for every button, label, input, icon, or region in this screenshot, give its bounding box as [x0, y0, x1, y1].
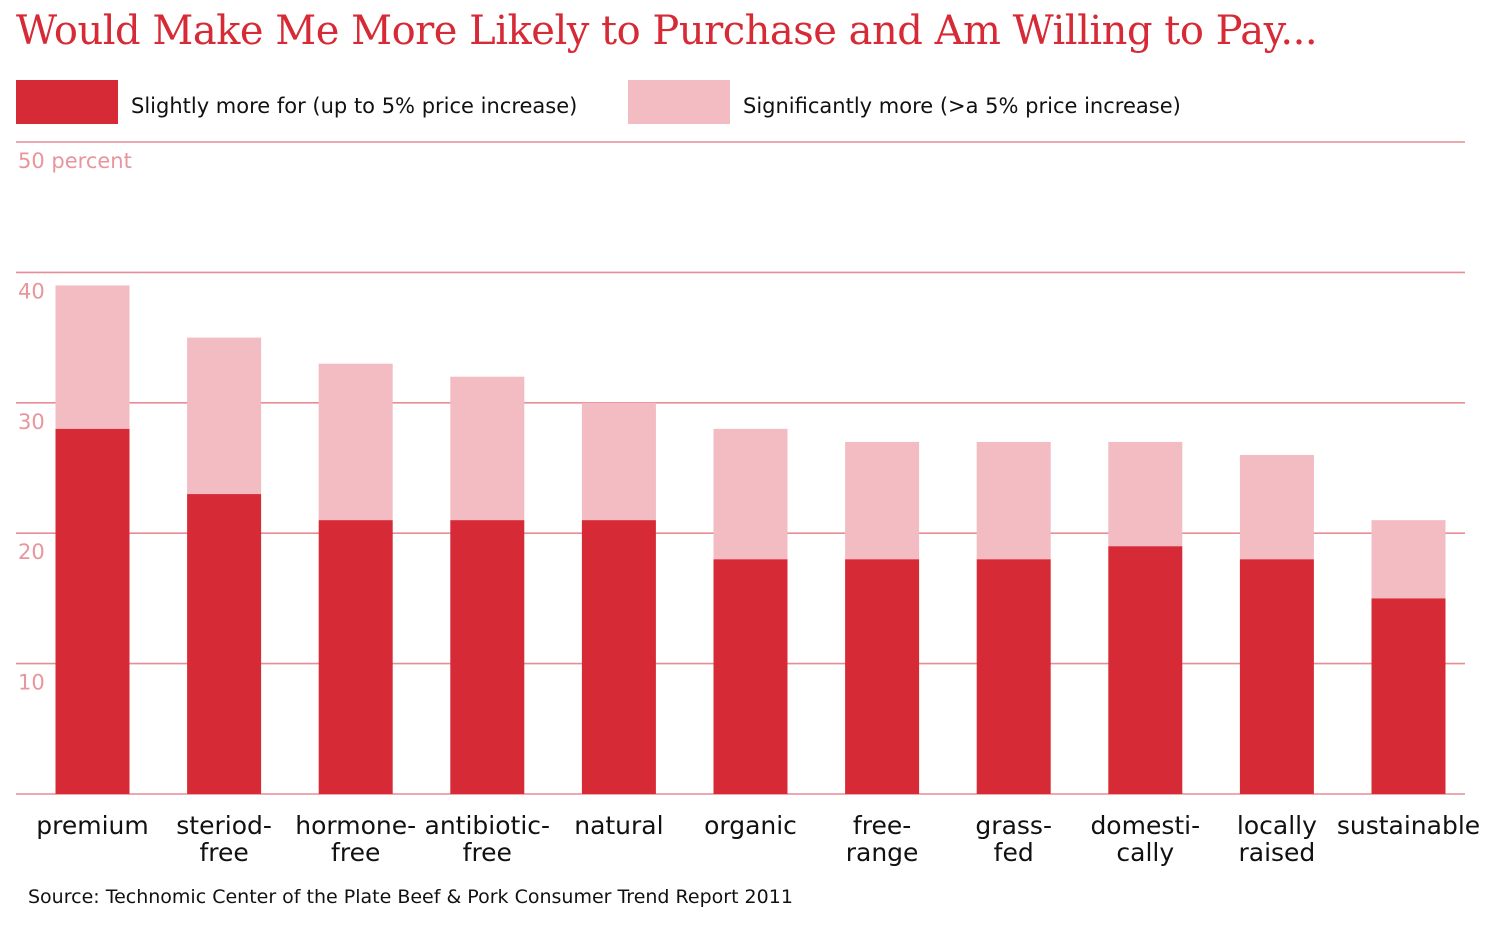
x-tick-label-2: hormone-free: [295, 811, 416, 867]
x-tick-label-6: free-range: [846, 811, 919, 867]
y-tick-label-30: 30: [18, 410, 45, 434]
legend-swatch-significantly: [628, 80, 730, 124]
bar-significantly-4: [581, 402, 656, 521]
bar-significantly-6: [845, 441, 920, 560]
bar-slightly-9: [1239, 559, 1314, 794]
bar-slightly-5: [713, 559, 788, 794]
x-tick-label-3: antibiotic-free: [425, 811, 551, 867]
bar-slightly-8: [1108, 546, 1183, 794]
bar-slightly-4: [581, 520, 656, 794]
bar-slightly-0: [55, 428, 130, 794]
stacked-bar-chart: 50 percent 40 30 20 10 premium steriod-free hor…: [16, 141, 1480, 867]
bar-slightly-6: [845, 559, 920, 794]
bar-slightly-10: [1371, 598, 1446, 794]
legend-label-significantly: Significantly more (>a 5% price increase…: [743, 94, 1181, 118]
x-tick-label-0: premium: [36, 811, 148, 840]
y-tick-label-10: 10: [18, 671, 45, 695]
x-tick-label-9: locally raised: [1237, 811, 1317, 867]
bar-slightly-3: [450, 520, 525, 794]
y-tick-label-40: 40: [18, 279, 45, 303]
bar-significantly-7: [976, 441, 1051, 560]
x-tick-label-5: organic: [704, 811, 797, 840]
bar-significantly-10: [1371, 520, 1446, 599]
bar-significantly-8: [1108, 441, 1183, 547]
bar-significantly-3: [450, 376, 525, 521]
legend-swatch-slightly: [16, 80, 118, 124]
source-note: Source: Technomic Center of the Plate Be…: [28, 886, 793, 908]
bar-significantly-1: [187, 337, 262, 495]
bar-slightly-1: [187, 494, 262, 794]
bar-significantly-5: [713, 428, 788, 560]
x-tick-label-8: domesti-cally: [1090, 811, 1200, 867]
bar-significantly-2: [318, 363, 393, 521]
bar-significantly-0: [55, 285, 130, 429]
bar-slightly-2: [318, 520, 393, 794]
x-tick-label-1: steriod-free: [176, 811, 272, 867]
x-tick-label-4: natural: [574, 811, 663, 840]
x-tick-label-10: sustainable: [1337, 811, 1480, 840]
x-tick-label-7: grass-fed: [975, 811, 1052, 867]
chart-title: Would Make Me More Likely to Purchase an…: [16, 8, 1318, 54]
y-tick-label-50: 50 percent: [18, 149, 132, 173]
y-tick-label-20: 20: [18, 540, 45, 564]
bar-significantly-9: [1239, 454, 1314, 560]
legend-label-slightly: Slightly more for (up to 5% price increa…: [131, 94, 578, 118]
bar-slightly-7: [976, 559, 1051, 794]
